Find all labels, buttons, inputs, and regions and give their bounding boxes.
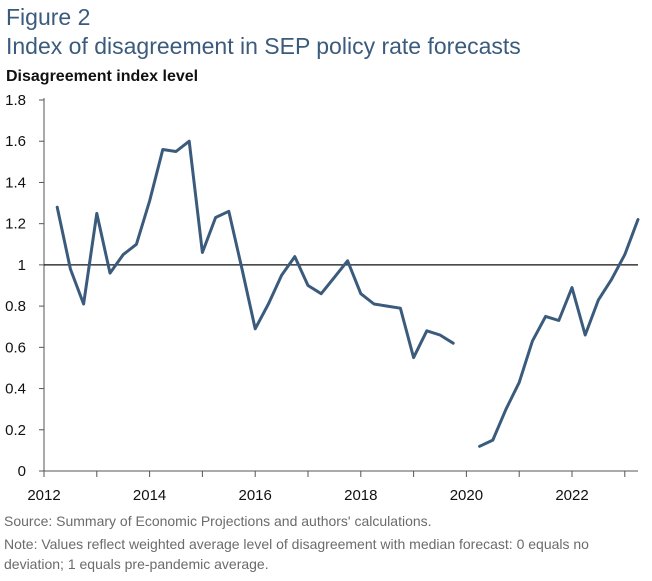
chart-title: Index of disagreement in SEP policy rate… (6, 33, 521, 59)
y-tick-label: 1.4 (5, 174, 26, 191)
y-tick-label: 1.2 (5, 216, 26, 233)
y-tick-label: 1.6 (5, 133, 26, 150)
y-tick-label: 0.4 (5, 381, 26, 398)
y-tick-label: 1.8 (5, 92, 26, 109)
series-line (478, 218, 640, 448)
figure-label: Figure 2 (6, 4, 91, 30)
x-tick-label: 2014 (133, 487, 166, 504)
series-line (55, 139, 455, 360)
x-tick-label: 2012 (27, 487, 60, 504)
x-tick-label: 2022 (555, 487, 588, 504)
y-tick-label: 0.2 (5, 422, 26, 439)
footnote: Note: Values reflect weighted average le… (4, 536, 589, 572)
x-tick-label: 2016 (239, 487, 272, 504)
y-tick-label: 0.6 (5, 339, 26, 356)
y-tick-label: 0 (18, 463, 26, 480)
chart-plot: 0 0.2 0.4 0.6 0.8 1 1.2 1.4 1.6 1.8 2012 2014 2016 20… (5, 92, 640, 504)
x-tick-label: 2018 (344, 487, 377, 504)
x-tick-label: 2020 (450, 487, 483, 504)
y-tick-label: 1 (18, 257, 26, 274)
y-tick-label: 0.8 (5, 298, 26, 315)
source-note: Source: Summary of Economic Projections … (4, 513, 432, 529)
y-axis-label: Disagreement index level (6, 68, 199, 85)
